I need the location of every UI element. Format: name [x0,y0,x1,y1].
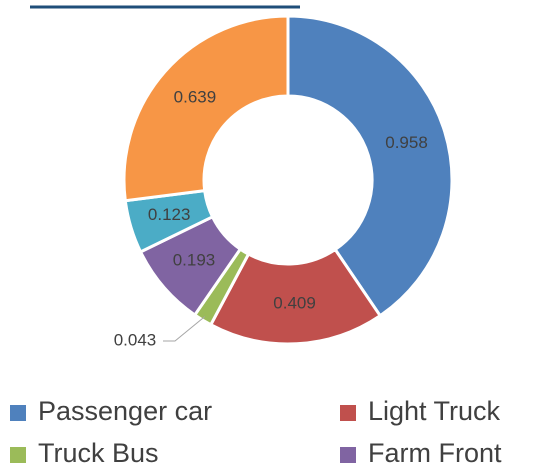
legend-swatch [340,405,356,421]
data-label: 0.043 [114,330,157,349]
legend-label: Truck Bus [38,438,159,468]
legend-label: Farm Front [368,438,502,468]
legend-swatch [10,405,26,421]
legend-label: Passenger car [38,396,212,426]
data-label: 0.193 [173,250,216,269]
donut-slice [208,247,383,346]
donut-slice [122,14,290,203]
data-label: 0.639 [174,88,217,107]
data-label: 0.123 [148,205,191,224]
data-label: 0.958 [385,133,428,152]
donut-slice [286,14,454,318]
legend-swatch [340,447,356,463]
legend-swatch [10,447,26,463]
legend-label: Light Truck [368,396,501,426]
data-label: 0.409 [273,293,316,312]
leader-line [163,316,206,342]
